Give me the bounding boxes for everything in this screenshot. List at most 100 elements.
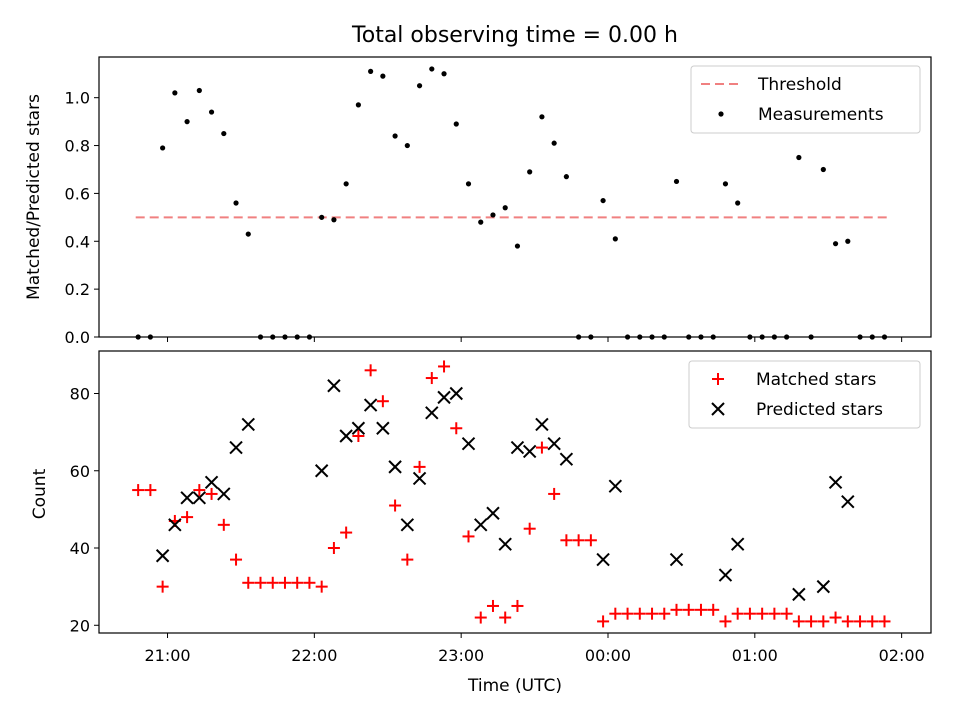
bottom-x-tick-label: 02:00 (879, 646, 925, 665)
bottom-x-ticks: 21:00 22:00 23:00 00:00 01:00 02:00 (144, 633, 925, 665)
predicted-star-point (535, 417, 549, 432)
predicted-star-point (718, 568, 733, 582)
top-y-tick-label: 1.0 (65, 89, 90, 108)
predicted-stars-points (155, 379, 855, 602)
predicted-star-point (792, 587, 806, 602)
measurement-point (514, 243, 521, 249)
matched-star-point (731, 607, 744, 620)
matched-star-point (278, 576, 291, 589)
top-y-tick-label: 0.4 (65, 232, 90, 251)
measurement-point (331, 217, 337, 223)
measurement-point (416, 83, 423, 89)
predicted-star-x-b (828, 475, 843, 490)
matched-star-point (340, 526, 353, 539)
predicted-star-point (204, 475, 219, 490)
predicted-star-point (376, 421, 390, 435)
matched-star-point (242, 576, 255, 589)
measurement-point (380, 73, 386, 79)
predicted-star-point (168, 518, 182, 532)
predicted-star-x-b (204, 475, 219, 490)
matched-star-point (866, 615, 879, 628)
predicted-star-point (841, 494, 855, 509)
top-y-tick-label: 0.0 (65, 328, 90, 347)
legend-threshold-label: Threshold (757, 75, 842, 95)
matched-star-point (291, 576, 304, 589)
matched-star-point (694, 603, 707, 616)
predicted-star-x-b (314, 464, 329, 478)
bottom-panel: Count Time (UTC) 20 40 60 80 21:00 22:00 23:0… (30, 350, 932, 696)
predicted-star-point (596, 552, 610, 567)
measurement-point (735, 200, 741, 206)
bottom-x-tick-label: 00:00 (585, 646, 631, 665)
predicted-star-point (816, 579, 831, 594)
measurement-point (845, 238, 851, 244)
matched-star-point (572, 534, 585, 547)
top-panel: Total observing time = 0.00 h Matched/Pr… (24, 23, 932, 347)
predicted-star-x-b (327, 379, 341, 393)
predicted-star-point (669, 552, 684, 567)
matched-star-point (523, 522, 536, 535)
predicted-star-point (351, 421, 366, 435)
measurement-point (796, 154, 802, 161)
measurement-point (453, 121, 459, 127)
measurement-point (502, 205, 508, 211)
matched-star-point (560, 534, 573, 547)
matched-star-point (658, 607, 671, 620)
matched-star-point (841, 615, 854, 628)
matched-star-point (682, 603, 695, 616)
predicted-star-point (155, 549, 170, 563)
measurement-point (245, 231, 251, 237)
predicted-star-x-b (155, 549, 170, 563)
legend-matched-label: Matched stars (756, 370, 876, 390)
predicted-star-point (327, 379, 341, 393)
predicted-star-x-b (400, 518, 415, 532)
top-title: Total observing time = 0.00 h (351, 23, 678, 48)
measurement-point (208, 109, 215, 115)
predicted-star-x-b (461, 437, 476, 451)
matched-star-point (878, 615, 891, 628)
matched-star-point (327, 542, 340, 555)
measurement-point (196, 87, 202, 94)
predicted-star-point (339, 429, 353, 443)
matched-star-point (156, 580, 169, 593)
matched-star-point (670, 603, 683, 616)
bottom-legend-box (688, 360, 921, 429)
predicted-star-x-b (841, 494, 855, 509)
predicted-star-point (412, 471, 427, 486)
measurement-point (368, 68, 374, 74)
predicted-star-x-b (425, 406, 439, 420)
predicted-star-point (498, 537, 512, 551)
legend-measurements-swatch (718, 111, 724, 117)
predicted-star-x-b (510, 440, 525, 455)
bottom-y-tick-label: 80 (70, 384, 90, 403)
measurement-point (184, 119, 190, 125)
measurement-point (319, 214, 325, 220)
measurement-point (392, 133, 398, 139)
predicted-star-point (449, 386, 463, 401)
predicted-star-x-b (229, 440, 243, 455)
measurement-points (135, 66, 888, 340)
predicted-star-point (547, 437, 561, 451)
measurement-point (527, 169, 533, 175)
predicted-star-x-b (559, 452, 574, 466)
measurement-point (465, 181, 472, 187)
predicted-star-x-b (535, 417, 549, 432)
measurement-point (600, 197, 606, 204)
predicted-star-x-b (363, 398, 378, 412)
measurement-point (820, 166, 826, 173)
legend-predicted-swatch (711, 402, 725, 416)
predicted-star-point (510, 440, 525, 455)
predicted-star-x-b (437, 390, 451, 405)
bottom-axes-frame (98, 350, 932, 634)
matched-star-point (205, 487, 218, 500)
bottom-y-tick-label: 20 (70, 616, 90, 635)
predicted-star-point (192, 491, 207, 505)
predicted-star-x-b (730, 537, 745, 551)
matched-star-point (438, 360, 451, 373)
legend-measurements-label: Measurements (758, 105, 884, 125)
predicted-star-x-b (486, 506, 500, 520)
top-y-tick-label: 0.2 (65, 280, 90, 299)
measurement-point (478, 219, 484, 225)
matched-star-point (266, 576, 279, 589)
predicted-star-point (363, 398, 378, 412)
